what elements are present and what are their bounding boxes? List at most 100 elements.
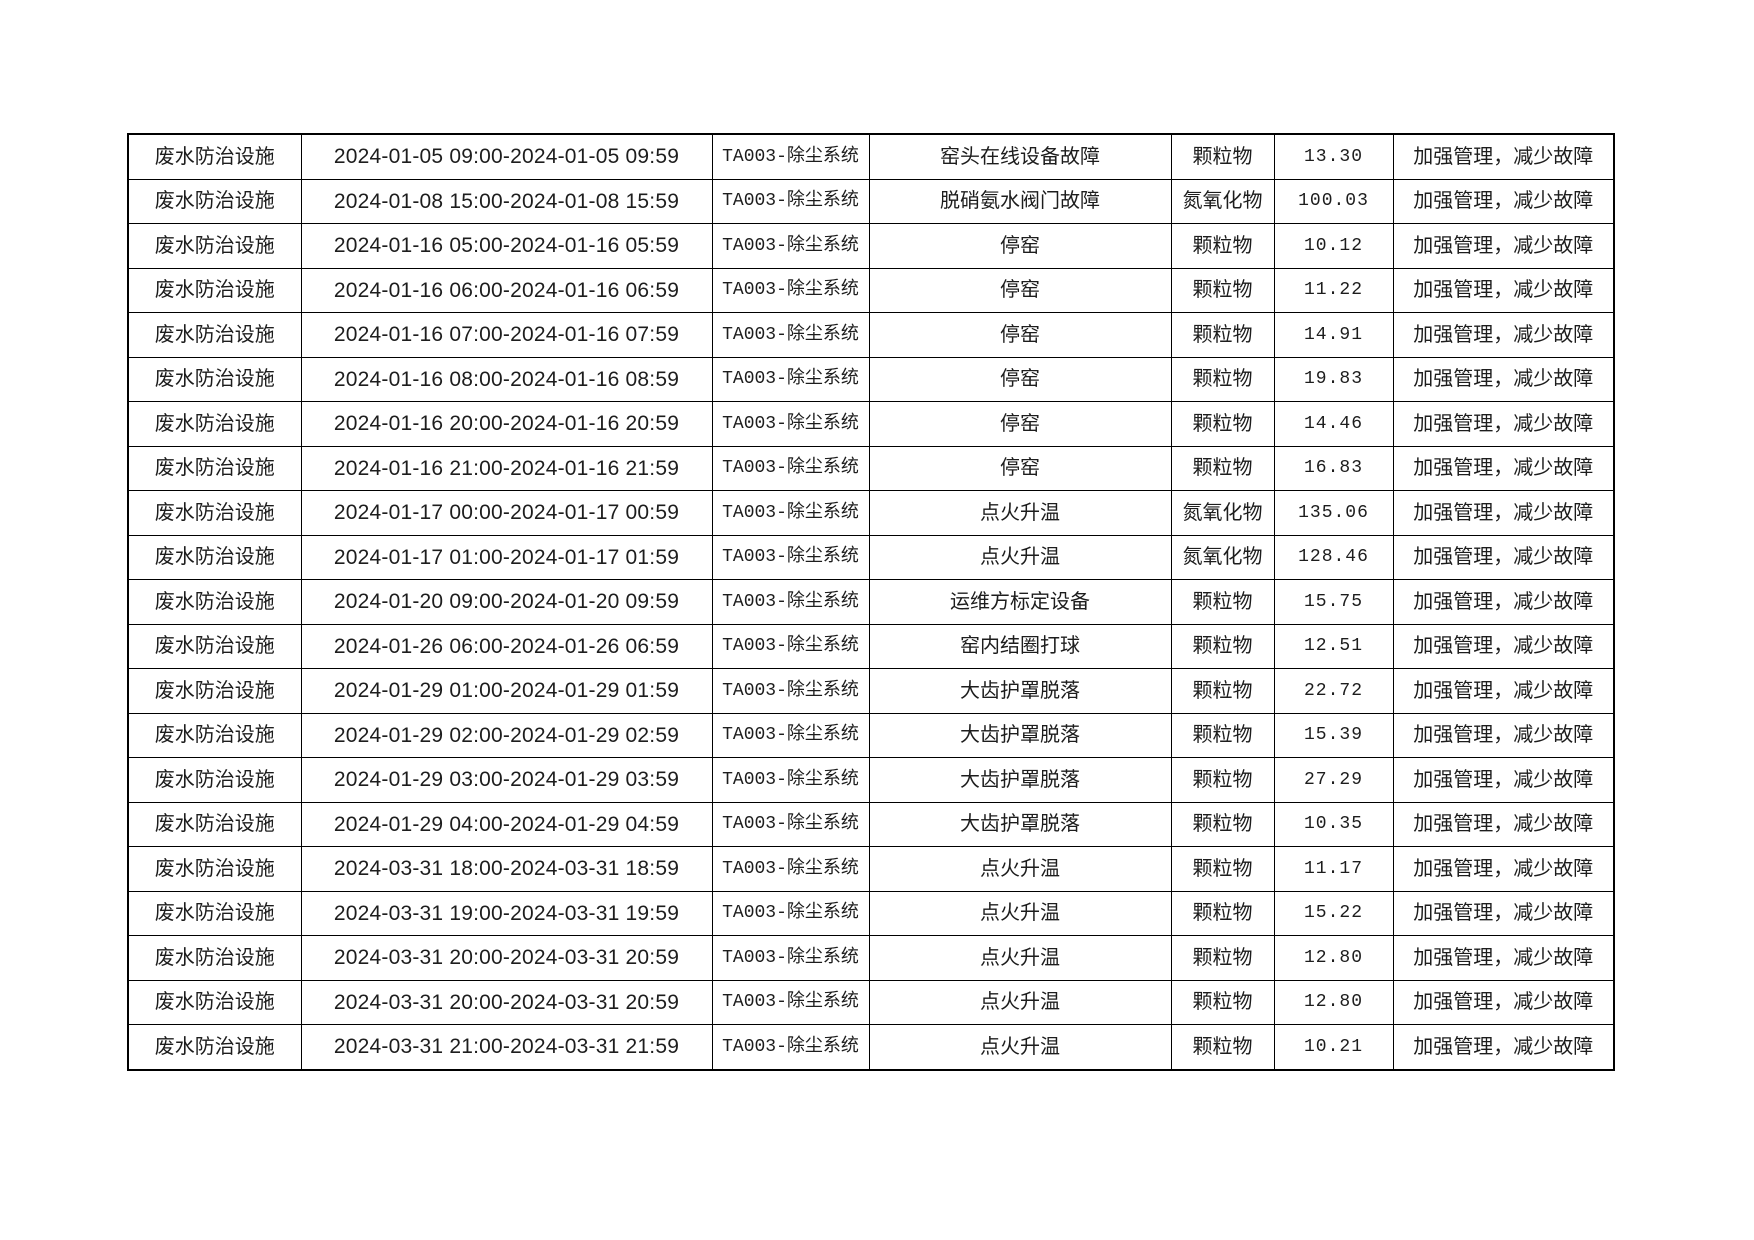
cell-facility: 废水防治设施 <box>127 1024 302 1070</box>
cell-facility: 废水防治设施 <box>127 846 302 892</box>
cell-fault_reason: 大齿护罩脱落 <box>868 712 1172 758</box>
cell-facility: 废水防治设施 <box>127 267 302 313</box>
cell-value: 14.91 <box>1273 312 1394 358</box>
cell-time_range: 2024-01-17 01:00-2024-01-17 01:59 <box>300 534 713 580</box>
cell-time_range: 2024-01-16 06:00-2024-01-16 06:59 <box>300 267 713 313</box>
cell-facility: 废水防治设施 <box>127 668 302 714</box>
cell-facility: 废水防治设施 <box>127 712 302 758</box>
cell-time_range: 2024-01-16 07:00-2024-01-16 07:59 <box>300 312 713 358</box>
cell-pollutant: 颗粒物 <box>1170 445 1275 491</box>
table-row: 废水防治设施 2024-01-17 01:00-2024-01-17 01:59 T… <box>127 534 1615 580</box>
cell-fault_reason: 停窑 <box>868 223 1172 269</box>
cell-value: 10.21 <box>1273 1024 1394 1070</box>
cell-time_range: 2024-03-31 20:00-2024-03-31 20:59 <box>300 979 713 1025</box>
cell-facility: 废水防治设施 <box>127 401 302 447</box>
cell-measure: 加强管理，减少故障 <box>1392 846 1615 892</box>
cell-value: 27.29 <box>1273 757 1394 803</box>
cell-measure: 加强管理，减少故障 <box>1392 178 1615 224</box>
cell-facility: 废水防治设施 <box>127 312 302 358</box>
cell-value: 12.80 <box>1273 935 1394 981</box>
cell-fault_reason: 窑内结圈打球 <box>868 623 1172 669</box>
cell-facility: 废水防治设施 <box>127 935 302 981</box>
cell-device: TA003-除尘系统 <box>711 801 870 847</box>
cell-fault_reason: 点火升温 <box>868 890 1172 936</box>
cell-measure: 加强管理，减少故障 <box>1392 890 1615 936</box>
cell-measure: 加强管理，减少故障 <box>1392 579 1615 625</box>
cell-device: TA003-除尘系统 <box>711 223 870 269</box>
cell-pollutant: 颗粒物 <box>1170 223 1275 269</box>
table-row: 废水防治设施 2024-01-16 06:00-2024-01-16 06:59 T… <box>127 267 1615 313</box>
cell-pollutant: 颗粒物 <box>1170 579 1275 625</box>
cell-facility: 废水防治设施 <box>127 178 302 224</box>
cell-pollutant: 颗粒物 <box>1170 668 1275 714</box>
cell-measure: 加强管理，减少故障 <box>1392 490 1615 536</box>
cell-facility: 废水防治设施 <box>127 356 302 402</box>
table-row: 废水防治设施 2024-03-31 20:00-2024-03-31 20:59 T… <box>127 935 1615 981</box>
cell-time_range: 2024-01-26 06:00-2024-01-26 06:59 <box>300 623 713 669</box>
cell-fault_reason: 停窑 <box>868 401 1172 447</box>
table-row: 废水防治设施 2024-01-29 04:00-2024-01-29 04:59 T… <box>127 801 1615 847</box>
cell-device: TA003-除尘系统 <box>711 1024 870 1070</box>
cell-facility: 废水防治设施 <box>127 133 302 180</box>
fault-report-table: 废水防治设施 2024-01-05 09:00-2024-01-05 09:59 T… <box>127 133 1615 1071</box>
cell-value: 11.22 <box>1273 267 1394 313</box>
cell-device: TA003-除尘系统 <box>711 579 870 625</box>
cell-time_range: 2024-01-16 08:00-2024-01-16 08:59 <box>300 356 713 402</box>
cell-time_range: 2024-03-31 21:00-2024-03-31 21:59 <box>300 1024 713 1070</box>
cell-pollutant: 颗粒物 <box>1170 623 1275 669</box>
cell-value: 128.46 <box>1273 534 1394 580</box>
cell-pollutant: 氮氧化物 <box>1170 178 1275 224</box>
cell-fault_reason: 点火升温 <box>868 979 1172 1025</box>
table-row: 废水防治设施 2024-03-31 20:00-2024-03-31 20:59 T… <box>127 979 1615 1025</box>
cell-pollutant: 氮氧化物 <box>1170 534 1275 580</box>
cell-measure: 加强管理，减少故障 <box>1392 534 1615 580</box>
cell-facility: 废水防治设施 <box>127 223 302 269</box>
table-row: 废水防治设施 2024-01-29 01:00-2024-01-29 01:59 T… <box>127 668 1615 714</box>
cell-value: 11.17 <box>1273 846 1394 892</box>
table-row: 废水防治设施 2024-01-16 07:00-2024-01-16 07:59 T… <box>127 312 1615 358</box>
cell-measure: 加强管理，减少故障 <box>1392 223 1615 269</box>
cell-pollutant: 颗粒物 <box>1170 1024 1275 1070</box>
cell-value: 19.83 <box>1273 356 1394 402</box>
cell-value: 10.35 <box>1273 801 1394 847</box>
cell-fault_reason: 点火升温 <box>868 534 1172 580</box>
cell-value: 15.75 <box>1273 579 1394 625</box>
cell-facility: 废水防治设施 <box>127 534 302 580</box>
cell-device: TA003-除尘系统 <box>711 668 870 714</box>
table-body: 废水防治设施 2024-01-05 09:00-2024-01-05 09:59 T… <box>127 133 1615 1070</box>
cell-value: 15.39 <box>1273 712 1394 758</box>
table-row: 废水防治设施 2024-01-29 02:00-2024-01-29 02:59 T… <box>127 712 1615 758</box>
cell-measure: 加强管理，减少故障 <box>1392 979 1615 1025</box>
cell-value: 12.51 <box>1273 623 1394 669</box>
cell-fault_reason: 运维方标定设备 <box>868 579 1172 625</box>
table-row: 废水防治设施 2024-01-16 08:00-2024-01-16 08:59 T… <box>127 356 1615 402</box>
cell-device: TA003-除尘系统 <box>711 979 870 1025</box>
cell-fault_reason: 停窑 <box>868 356 1172 402</box>
table-row: 废水防治设施 2024-01-20 09:00-2024-01-20 09:59 T… <box>127 579 1615 625</box>
cell-fault_reason: 大齿护罩脱落 <box>868 801 1172 847</box>
cell-device: TA003-除尘系统 <box>711 490 870 536</box>
cell-pollutant: 颗粒物 <box>1170 133 1275 180</box>
cell-pollutant: 颗粒物 <box>1170 979 1275 1025</box>
cell-time_range: 2024-01-05 09:00-2024-01-05 09:59 <box>300 133 713 180</box>
table-row: 废水防治设施 2024-01-16 05:00-2024-01-16 05:59 T… <box>127 223 1615 269</box>
cell-facility: 废水防治设施 <box>127 757 302 803</box>
cell-time_range: 2024-01-08 15:00-2024-01-08 15:59 <box>300 178 713 224</box>
cell-pollutant: 颗粒物 <box>1170 712 1275 758</box>
cell-measure: 加强管理，减少故障 <box>1392 935 1615 981</box>
cell-fault_reason: 大齿护罩脱落 <box>868 668 1172 714</box>
cell-time_range: 2024-01-16 20:00-2024-01-16 20:59 <box>300 401 713 447</box>
cell-pollutant: 颗粒物 <box>1170 757 1275 803</box>
cell-measure: 加强管理，减少故障 <box>1392 401 1615 447</box>
cell-measure: 加强管理，减少故障 <box>1392 312 1615 358</box>
cell-value: 135.06 <box>1273 490 1394 536</box>
cell-pollutant: 氮氧化物 <box>1170 490 1275 536</box>
cell-time_range: 2024-01-29 01:00-2024-01-29 01:59 <box>300 668 713 714</box>
cell-value: 13.30 <box>1273 133 1394 180</box>
cell-facility: 废水防治设施 <box>127 623 302 669</box>
cell-device: TA003-除尘系统 <box>711 133 870 180</box>
cell-pollutant: 颗粒物 <box>1170 401 1275 447</box>
cell-measure: 加强管理，减少故障 <box>1392 757 1615 803</box>
table-row: 废水防治设施 2024-03-31 19:00-2024-03-31 19:59 T… <box>127 890 1615 936</box>
